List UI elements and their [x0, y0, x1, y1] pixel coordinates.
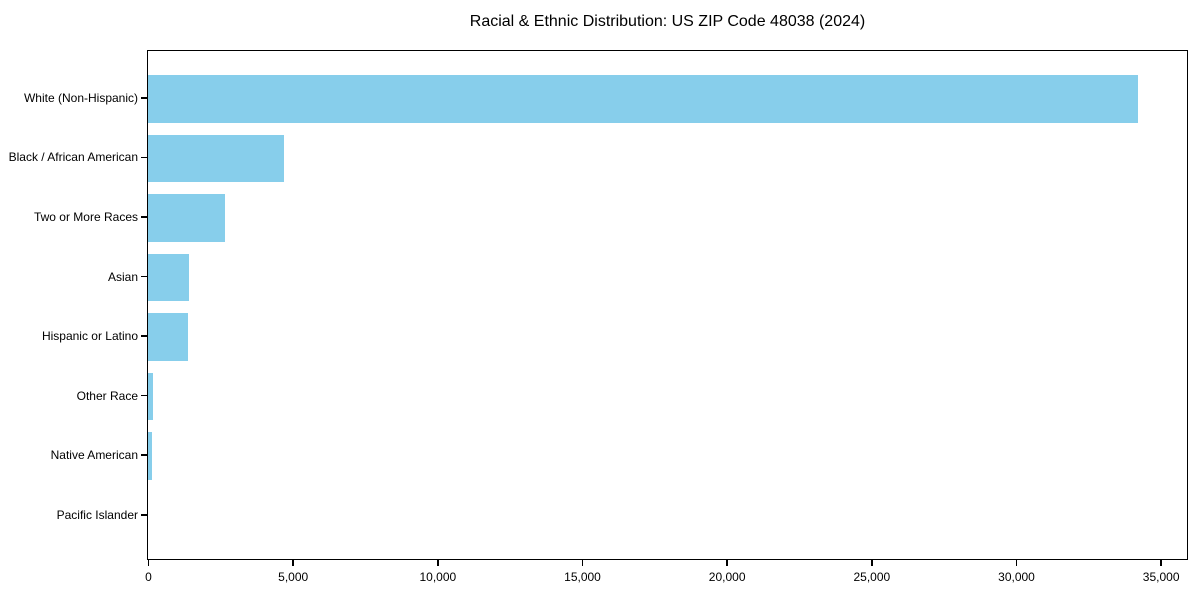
y-tick-label-asian: Asian — [107, 269, 138, 284]
bar-hispanic-or-latino — [148, 313, 189, 361]
x-tick-label-35000: 35,000 — [1142, 570, 1180, 584]
x-tick-label-15000: 15,000 — [564, 570, 601, 584]
y-tick-label-pacific-islander: Pacific Islander — [56, 507, 138, 522]
plot-area — [147, 50, 1188, 560]
x-tick-label-0: 0 — [145, 570, 152, 584]
bar-asian — [148, 253, 190, 302]
x-tick-mark — [581, 559, 584, 566]
chart-title: Racial & Ethnic Distribution: US ZIP Cod… — [469, 13, 866, 30]
x-tick-mark — [871, 559, 873, 566]
x-tick-label-20000: 20,000 — [708, 570, 746, 584]
y-tick-label-other-race: Other Race — [76, 388, 138, 403]
bar-other-race — [148, 372, 154, 421]
y-tick-mark — [141, 275, 147, 278]
x-tick-label-25000: 25,000 — [853, 570, 891, 584]
y-tick-mark — [141, 156, 147, 159]
y-tick-mark — [141, 394, 147, 397]
x-tick-mark — [1015, 559, 1018, 566]
y-tick-label-white-non-hispanic: White (Non-Hispanic) — [23, 90, 138, 105]
bar-native-american — [148, 432, 153, 481]
x-tick-mark — [726, 559, 728, 566]
x-tick-label-5000: 5,000 — [278, 570, 309, 584]
y-tick-label-hispanic-or-latino: Hispanic or Latino — [41, 329, 138, 344]
x-tick-label-10000: 10,000 — [419, 570, 457, 584]
y-tick-mark — [141, 454, 147, 456]
x-tick-label-30000: 30,000 — [998, 570, 1035, 584]
y-tick-label-two-or-more-races: Two or More Races — [33, 209, 138, 224]
y-tick-mark — [141, 514, 147, 516]
y-tick-mark — [141, 216, 147, 218]
bar-black-african-american — [148, 134, 284, 183]
y-tick-mark — [141, 97, 147, 99]
y-tick-mark — [141, 335, 147, 337]
bar-two-or-more-races — [148, 194, 225, 242]
x-tick-mark — [437, 559, 439, 566]
bar-white-non-hispanic — [148, 74, 1138, 123]
x-tick-mark — [1160, 559, 1162, 566]
y-tick-label-native-american: Native American — [50, 448, 138, 463]
x-tick-mark — [147, 559, 150, 566]
x-tick-mark — [292, 559, 294, 566]
y-tick-label-black-african-american: Black / African American — [8, 150, 138, 165]
